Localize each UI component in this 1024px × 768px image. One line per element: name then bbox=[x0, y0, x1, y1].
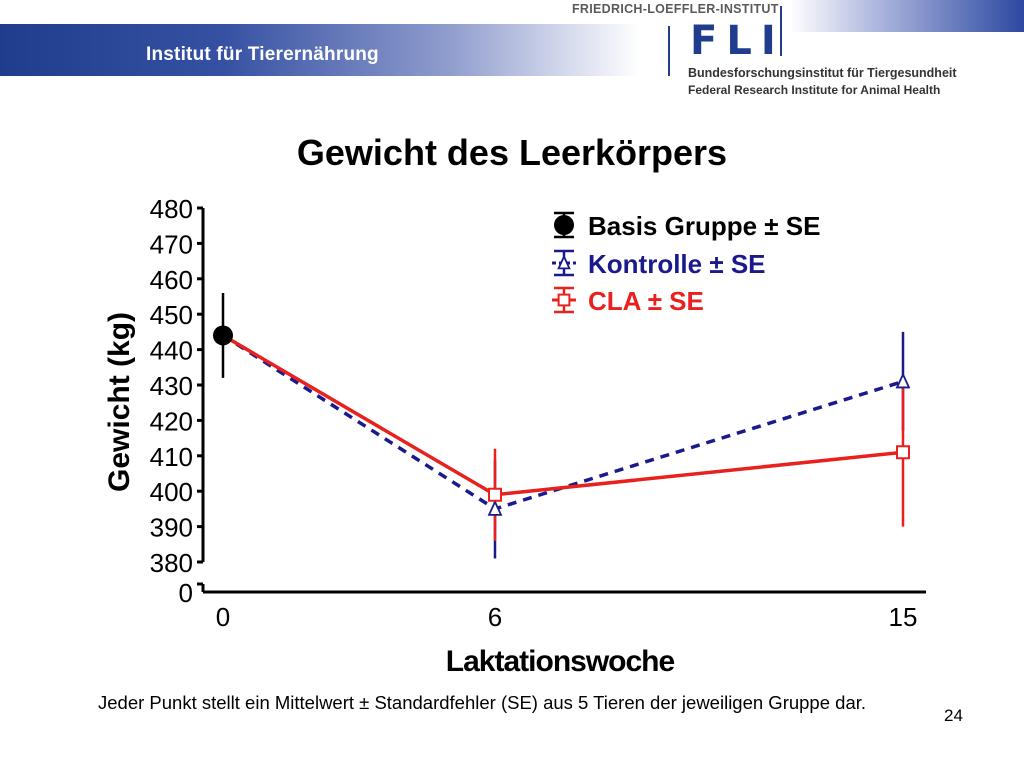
y-tick-label: 440 bbox=[150, 336, 193, 366]
data-point-open-square bbox=[488, 487, 502, 502]
weight-chart: Gewicht des Leerkörpers Gewicht (kg) Lak… bbox=[103, 132, 926, 678]
series-layer bbox=[213, 292, 911, 559]
axes: 380 390 400 410 420 430 440 450 460 470 480 00 6 15 bbox=[150, 194, 926, 632]
y-tick-label: 390 bbox=[150, 513, 193, 543]
logo-divider-right bbox=[780, 6, 782, 56]
y-tick-label: 400 bbox=[150, 477, 193, 507]
data-point-open-square bbox=[896, 445, 910, 460]
y-tick-label: 460 bbox=[150, 265, 193, 295]
y-tick-label: 410 bbox=[150, 442, 193, 472]
y-tick-label: 420 bbox=[150, 406, 193, 436]
x-axis-label: Laktationswoche bbox=[446, 645, 675, 678]
header-band bbox=[0, 24, 1024, 76]
legend-label: Kontrolle ± SE bbox=[588, 249, 766, 279]
chart-title: Gewicht des Leerkörpers bbox=[297, 132, 727, 173]
y-tick-label: 470 bbox=[150, 229, 193, 259]
data-point-filled-circle bbox=[213, 325, 233, 346]
y-axis-label: Gewicht (kg) bbox=[103, 312, 136, 492]
legend-marker-open-square bbox=[557, 293, 571, 307]
header-gradient-left bbox=[0, 24, 640, 76]
legend-marker-filled-circle bbox=[554, 215, 574, 235]
legend: Basis Gruppe ± SE Kontrolle ± SE CLA ± SE bbox=[552, 211, 820, 316]
series-line-kontrolle bbox=[222, 333, 904, 511]
y-tick-label: 380 bbox=[150, 548, 193, 578]
x-tick-label: 0 bbox=[216, 602, 230, 632]
legend-marker-open-triangle bbox=[557, 254, 571, 270]
footnote: Jeder Punkt stellt ein Mittelwert ± Stan… bbox=[98, 692, 867, 713]
org-subtitle-de: Bundesforschungsinstitut für Tiergesundh… bbox=[688, 66, 957, 80]
header-gradient-right bbox=[790, 0, 1024, 32]
y-tick-label: 450 bbox=[150, 300, 193, 330]
org-subtitle-en: Federal Research Institute for Animal He… bbox=[688, 83, 941, 97]
x-tick-label: 15 bbox=[889, 602, 918, 632]
y-tick-label: 480 bbox=[150, 194, 193, 224]
legend-label: Basis Gruppe ± SE bbox=[588, 211, 820, 241]
org-name: FRIEDRICH-LOEFFLER-INSTITUT bbox=[572, 2, 779, 16]
legend-label: CLA ± SE bbox=[588, 286, 704, 316]
x-tick-label: 6 bbox=[488, 602, 502, 632]
institute-label: Institut für Tierernährung bbox=[146, 44, 379, 65]
y-tick-label: 430 bbox=[150, 371, 193, 401]
data-point-open-triangle bbox=[895, 372, 911, 389]
slide-number: 24 bbox=[944, 706, 963, 725]
logo-divider-left bbox=[668, 26, 670, 76]
y-tick-label-break: 0 bbox=[179, 578, 193, 608]
fli-logo: FLI bbox=[690, 18, 785, 64]
data-point-open-triangle bbox=[487, 499, 503, 516]
